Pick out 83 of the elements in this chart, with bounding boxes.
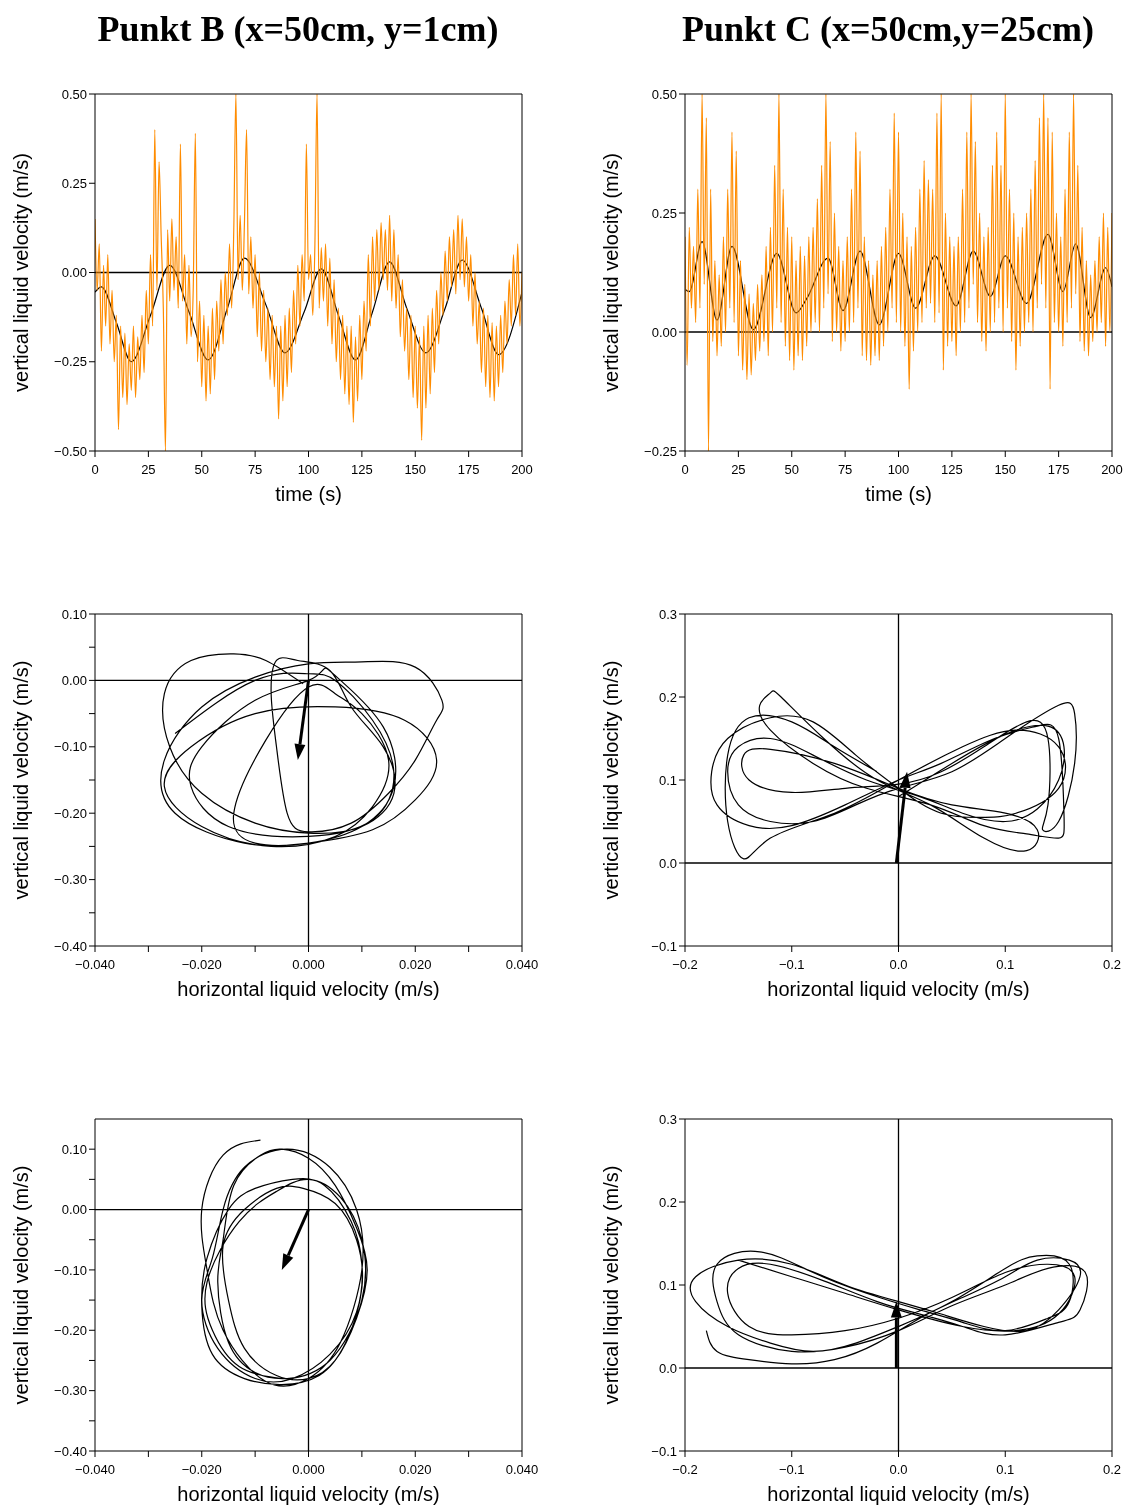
x-tick-label: 200 bbox=[1101, 462, 1123, 478]
y-tick-label: 0.50 bbox=[61, 86, 87, 102]
x-tick-label: 0.040 bbox=[505, 1462, 539, 1478]
y-tick-label: −0.1 bbox=[651, 1443, 677, 1459]
y-tick-label: −0.50 bbox=[54, 443, 87, 459]
x-axis-title: horizontal liquid velocity (m/s) bbox=[177, 978, 440, 1000]
x-tick-label: 75 bbox=[837, 462, 853, 478]
x-tick-label: 0.040 bbox=[505, 957, 539, 973]
y-tick-label: −0.30 bbox=[54, 872, 87, 888]
y-tick-label: 0.50 bbox=[651, 86, 677, 102]
y-tick-label: −0.25 bbox=[644, 443, 677, 459]
x-tick-label: −0.1 bbox=[778, 1462, 805, 1478]
x-tick-label: 150 bbox=[994, 462, 1017, 478]
y-tick-label: −0.1 bbox=[651, 938, 677, 954]
x-tick-label: 0 bbox=[91, 462, 99, 478]
x-tick-label: 0 bbox=[681, 462, 689, 478]
x-tick-label: 0.1 bbox=[996, 1462, 1015, 1478]
y-tick-label: 0.3 bbox=[658, 1111, 677, 1127]
x-tick-label: 50 bbox=[194, 462, 209, 478]
x-tick-label: 0.0 bbox=[889, 1462, 908, 1478]
chart-title: Punkt B (x=50cm, y=1cm) bbox=[96, 8, 500, 51]
x-tick-label: 150 bbox=[404, 462, 427, 478]
y-tick-label: 0.00 bbox=[61, 673, 87, 689]
y-tick-label: 0.10 bbox=[61, 1141, 87, 1157]
x-axis-title: horizontal liquid velocity (m/s) bbox=[767, 978, 1030, 1000]
x-tick-label: 25 bbox=[731, 462, 746, 478]
y-tick-label: −0.20 bbox=[54, 1322, 87, 1338]
y-tick-label: 0.2 bbox=[658, 1194, 677, 1210]
y-axis-title: vertical liquid velocity (m/s) bbox=[600, 153, 623, 392]
y-tick-label: −0.40 bbox=[54, 938, 87, 954]
y-tick-label: 0.2 bbox=[658, 689, 677, 705]
x-axis-title: horizontal liquid velocity (m/s) bbox=[177, 1483, 440, 1505]
y-tick-label: 0.0 bbox=[658, 1360, 677, 1376]
y-tick-label: 0.00 bbox=[61, 1202, 87, 1218]
x-tick-label: 100 bbox=[297, 462, 320, 478]
y-tick-label: 0.25 bbox=[651, 205, 677, 221]
x-tick-label: 175 bbox=[457, 462, 480, 478]
y-tick-label: −0.10 bbox=[54, 739, 87, 755]
x-axis-title: time (s) bbox=[865, 483, 932, 505]
x-tick-label: −0.1 bbox=[778, 957, 805, 973]
x-tick-label: 100 bbox=[887, 462, 910, 478]
y-tick-label: 0.10 bbox=[61, 606, 87, 622]
y-tick-label: −0.30 bbox=[54, 1383, 87, 1399]
x-tick-label: 175 bbox=[1047, 462, 1070, 478]
x-tick-label: 0.020 bbox=[398, 1462, 432, 1478]
y-axis-title: vertical liquid velocity (m/s) bbox=[10, 1165, 33, 1405]
x-axis-title: time (s) bbox=[275, 483, 342, 505]
y-axis-title: vertical liquid velocity (m/s) bbox=[10, 153, 33, 392]
x-tick-label: 0.2 bbox=[1102, 957, 1122, 973]
x-tick-label: 125 bbox=[351, 462, 373, 478]
x-tick-label: −0.020 bbox=[181, 1462, 222, 1478]
x-tick-label: −0.2 bbox=[672, 957, 698, 973]
y-tick-label: 0.0 bbox=[658, 855, 677, 871]
x-tick-label: −0.040 bbox=[74, 957, 116, 973]
x-tick-label: 75 bbox=[247, 462, 263, 478]
x-tick-label: 125 bbox=[941, 462, 963, 478]
y-tick-label: 0.1 bbox=[658, 772, 677, 788]
chart-title: Punkt C (x=50cm,y=25cm) bbox=[681, 8, 1095, 51]
y-axis-title: vertical liquid velocity (m/s) bbox=[600, 660, 623, 900]
x-tick-label: −0.2 bbox=[672, 1462, 698, 1478]
y-tick-label: −0.10 bbox=[54, 1262, 87, 1278]
y-tick-label: −0.25 bbox=[54, 354, 87, 370]
y-tick-label: 0.25 bbox=[61, 175, 87, 191]
x-tick-label: 50 bbox=[784, 462, 799, 478]
y-tick-label: 0.1 bbox=[658, 1277, 677, 1293]
x-tick-label: 0.020 bbox=[398, 957, 432, 973]
y-axis-title: vertical liquid velocity (m/s) bbox=[600, 1165, 623, 1405]
x-tick-label: 25 bbox=[141, 462, 156, 478]
x-tick-label: −0.040 bbox=[74, 1462, 116, 1478]
x-tick-label: 0.0 bbox=[889, 957, 908, 973]
y-axis-title: vertical liquid velocity (m/s) bbox=[10, 660, 33, 900]
y-tick-label: −0.20 bbox=[54, 805, 87, 821]
y-tick-label: 0.00 bbox=[61, 265, 87, 281]
x-tick-label: −0.020 bbox=[181, 957, 222, 973]
y-tick-label: 0.3 bbox=[658, 606, 677, 622]
x-tick-label: 0.1 bbox=[996, 957, 1015, 973]
x-tick-label: 200 bbox=[511, 462, 533, 478]
x-tick-label: 0.2 bbox=[1102, 1462, 1122, 1478]
y-tick-label: −0.40 bbox=[54, 1443, 87, 1459]
x-tick-label: 0.000 bbox=[292, 1462, 325, 1478]
x-axis-title: horizontal liquid velocity (m/s) bbox=[767, 1483, 1030, 1505]
y-tick-label: 0.00 bbox=[651, 324, 677, 340]
x-tick-label: 0.000 bbox=[292, 957, 325, 973]
